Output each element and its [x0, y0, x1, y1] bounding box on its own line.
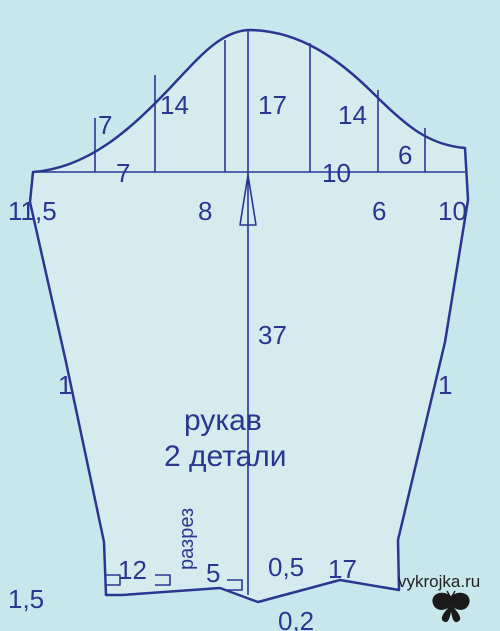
measure-17: 17 [328, 554, 357, 585]
measure-0p2: 0,2 [278, 606, 314, 631]
measure-12: 12 [118, 555, 147, 586]
measure-1p5: 1,5 [8, 584, 44, 615]
pattern-title-line1: рукав [184, 404, 262, 438]
sewing-pattern-diagram: 7 14 17 14 6 7 10 11,5 8 6 10 1 1 37 12 5 0,5 17 1,5 0,2 ру… [0, 0, 500, 631]
measure-17: 17 [258, 90, 287, 121]
measure-7: 7 [98, 110, 112, 141]
measure-6: 6 [372, 196, 386, 227]
measure-10: 10 [322, 158, 351, 189]
measure-10: 10 [438, 196, 467, 227]
measure-8: 8 [198, 196, 212, 227]
measure-5: 5 [206, 558, 220, 589]
measure-1: 1 [438, 370, 452, 401]
measure-37: 37 [258, 320, 287, 351]
butterfly-icon [430, 590, 472, 624]
pattern-title-line2: 2 детали [164, 440, 287, 474]
measure-14: 14 [338, 100, 367, 131]
measure-11p5: 11,5 [8, 196, 57, 227]
razrez-label: разрез [176, 508, 199, 570]
watermark-text: vykrojka.ru [398, 572, 480, 592]
measure-14: 14 [160, 90, 189, 121]
measure-1: 1 [58, 370, 72, 401]
measure-7: 7 [116, 158, 130, 189]
pattern-svg [0, 0, 500, 631]
measure-6: 6 [398, 140, 412, 171]
measure-0p5: 0,5 [268, 552, 304, 583]
